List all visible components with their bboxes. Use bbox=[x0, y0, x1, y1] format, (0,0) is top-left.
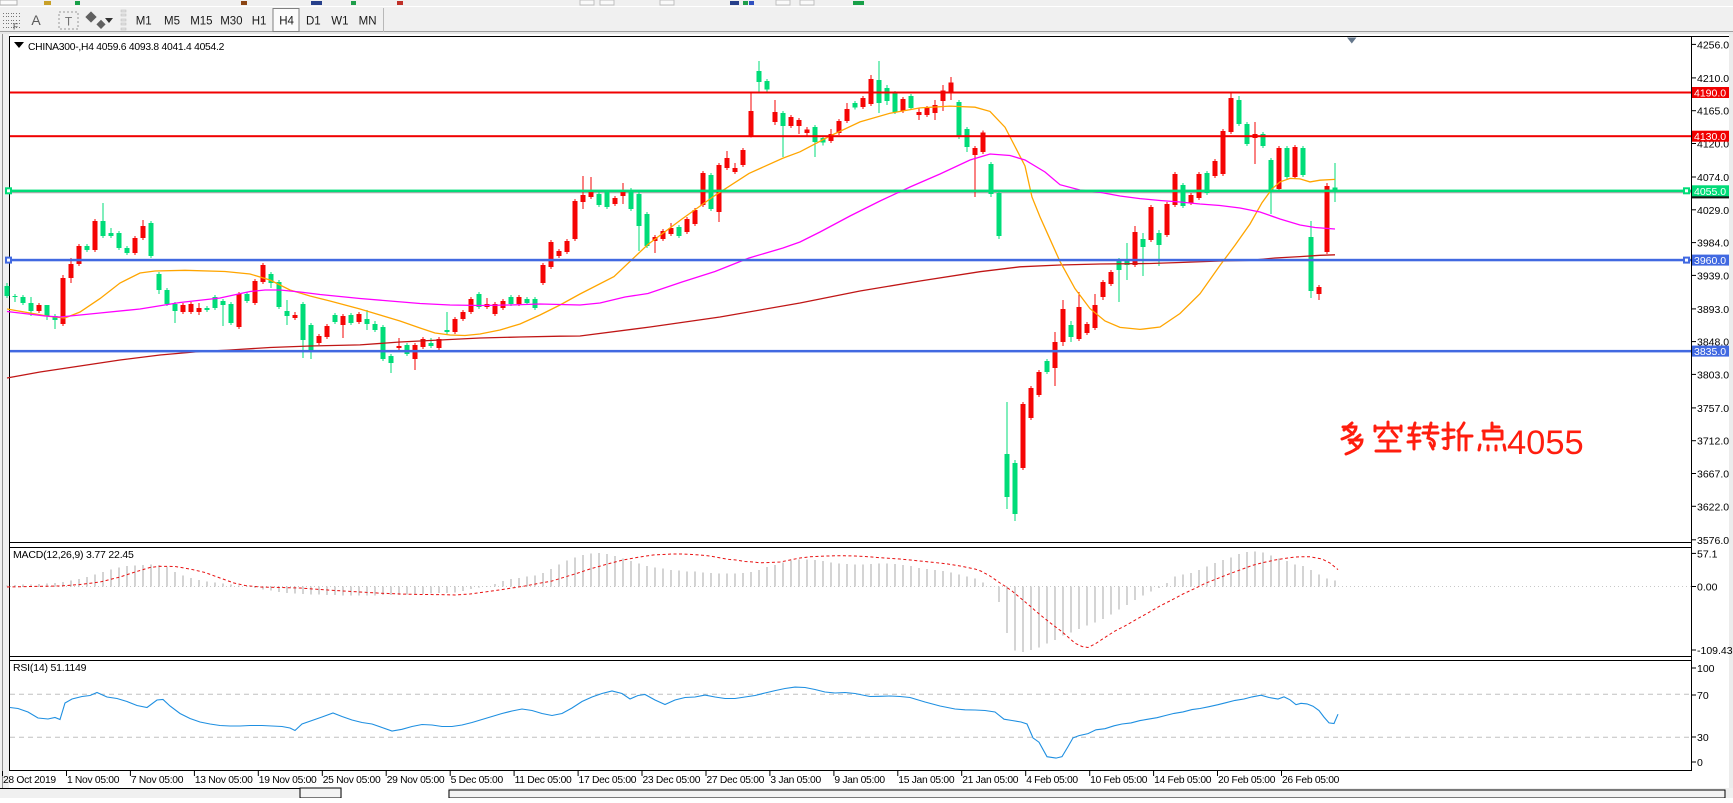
svg-text:4165.0: 4165.0 bbox=[1697, 106, 1729, 118]
svg-text:23 Dec 05:00: 23 Dec 05:00 bbox=[643, 775, 701, 786]
svg-text:MACD(12,26,9) 3.77 22.45: MACD(12,26,9) 3.77 22.45 bbox=[13, 549, 134, 561]
svg-text:H1: H1 bbox=[252, 16, 267, 28]
svg-text:19 Nov 05:00: 19 Nov 05:00 bbox=[259, 775, 317, 786]
svg-text:4055.0: 4055.0 bbox=[1694, 186, 1726, 198]
svg-text:4190.0: 4190.0 bbox=[1694, 88, 1726, 100]
svg-text:3712.0: 3712.0 bbox=[1697, 436, 1729, 448]
svg-text:30: 30 bbox=[1697, 732, 1709, 744]
svg-text:17 Dec 05:00: 17 Dec 05:00 bbox=[579, 775, 637, 786]
svg-text:3803.0: 3803.0 bbox=[1697, 369, 1729, 381]
svg-text:RSI(14) 51.1149: RSI(14) 51.1149 bbox=[13, 662, 87, 674]
svg-text:0.00: 0.00 bbox=[1697, 582, 1718, 594]
svg-text:3835.0: 3835.0 bbox=[1694, 346, 1726, 358]
svg-text:29 Nov 05:00: 29 Nov 05:00 bbox=[387, 775, 445, 786]
svg-text:57.1: 57.1 bbox=[1697, 548, 1718, 560]
svg-text:4130.0: 4130.0 bbox=[1694, 131, 1726, 143]
svg-text:D1: D1 bbox=[306, 16, 321, 28]
svg-text:4029.0: 4029.0 bbox=[1697, 205, 1729, 217]
svg-text:9 Jan 05:00: 9 Jan 05:00 bbox=[834, 775, 885, 786]
svg-text:4055: 4055 bbox=[1507, 424, 1584, 462]
svg-text:3 Jan 05:00: 3 Jan 05:00 bbox=[770, 775, 821, 786]
svg-text:10 Feb 05:00: 10 Feb 05:00 bbox=[1090, 775, 1148, 786]
svg-text:5 Dec 05:00: 5 Dec 05:00 bbox=[451, 775, 504, 786]
svg-text:3576.0: 3576.0 bbox=[1697, 535, 1729, 547]
svg-text:F: F bbox=[13, 22, 18, 32]
svg-text:3757.0: 3757.0 bbox=[1697, 403, 1729, 415]
svg-text:4074.0: 4074.0 bbox=[1697, 172, 1729, 184]
svg-text:100: 100 bbox=[1697, 663, 1715, 675]
svg-text:3939.0: 3939.0 bbox=[1697, 270, 1729, 282]
svg-text:3960.0: 3960.0 bbox=[1694, 255, 1726, 267]
svg-text:H4: H4 bbox=[279, 16, 294, 28]
svg-text:14 Feb 05:00: 14 Feb 05:00 bbox=[1154, 775, 1212, 786]
svg-text:M15: M15 bbox=[190, 16, 212, 28]
svg-text:3893.0: 3893.0 bbox=[1697, 304, 1729, 316]
svg-text:13 Nov 05:00: 13 Nov 05:00 bbox=[195, 775, 253, 786]
svg-text:3667.0: 3667.0 bbox=[1697, 469, 1729, 481]
svg-text:20 Feb 05:00: 20 Feb 05:00 bbox=[1218, 775, 1276, 786]
svg-text:M30: M30 bbox=[220, 16, 242, 28]
svg-text:4210.0: 4210.0 bbox=[1697, 73, 1729, 85]
svg-text:A: A bbox=[31, 12, 41, 28]
svg-text:3622.0: 3622.0 bbox=[1697, 501, 1729, 513]
svg-text:T: T bbox=[65, 15, 73, 29]
svg-text:MN: MN bbox=[359, 16, 377, 28]
svg-text:15 Jan 05:00: 15 Jan 05:00 bbox=[898, 775, 955, 786]
svg-text:0: 0 bbox=[1697, 757, 1703, 769]
svg-text:M5: M5 bbox=[164, 16, 180, 28]
svg-text:25 Nov 05:00: 25 Nov 05:00 bbox=[323, 775, 381, 786]
svg-text:26 Feb 05:00: 26 Feb 05:00 bbox=[1282, 775, 1340, 786]
svg-text:70: 70 bbox=[1697, 690, 1709, 702]
svg-text:28 Oct 2019: 28 Oct 2019 bbox=[3, 775, 56, 786]
svg-text:CHINA300-,H4 4059.6 4093.8 40: CHINA300-,H4 4059.6 4093.8 4041.4 4054.2 bbox=[28, 42, 225, 53]
svg-text:M1: M1 bbox=[136, 16, 152, 28]
svg-text:4 Feb 05:00: 4 Feb 05:00 bbox=[1026, 775, 1078, 786]
svg-text:11 Dec 05:00: 11 Dec 05:00 bbox=[515, 775, 572, 786]
svg-text:3984.0: 3984.0 bbox=[1697, 238, 1729, 250]
svg-text:21 Jan 05:00: 21 Jan 05:00 bbox=[962, 775, 1019, 786]
svg-text:-109.43: -109.43 bbox=[1697, 645, 1733, 657]
svg-text:W1: W1 bbox=[331, 16, 348, 28]
svg-text:4256.0: 4256.0 bbox=[1697, 39, 1729, 51]
svg-text:1 Nov 05:00: 1 Nov 05:00 bbox=[67, 775, 120, 786]
svg-text:7 Nov 05:00: 7 Nov 05:00 bbox=[131, 775, 184, 786]
svg-text:27 Dec 05:00: 27 Dec 05:00 bbox=[706, 775, 764, 786]
